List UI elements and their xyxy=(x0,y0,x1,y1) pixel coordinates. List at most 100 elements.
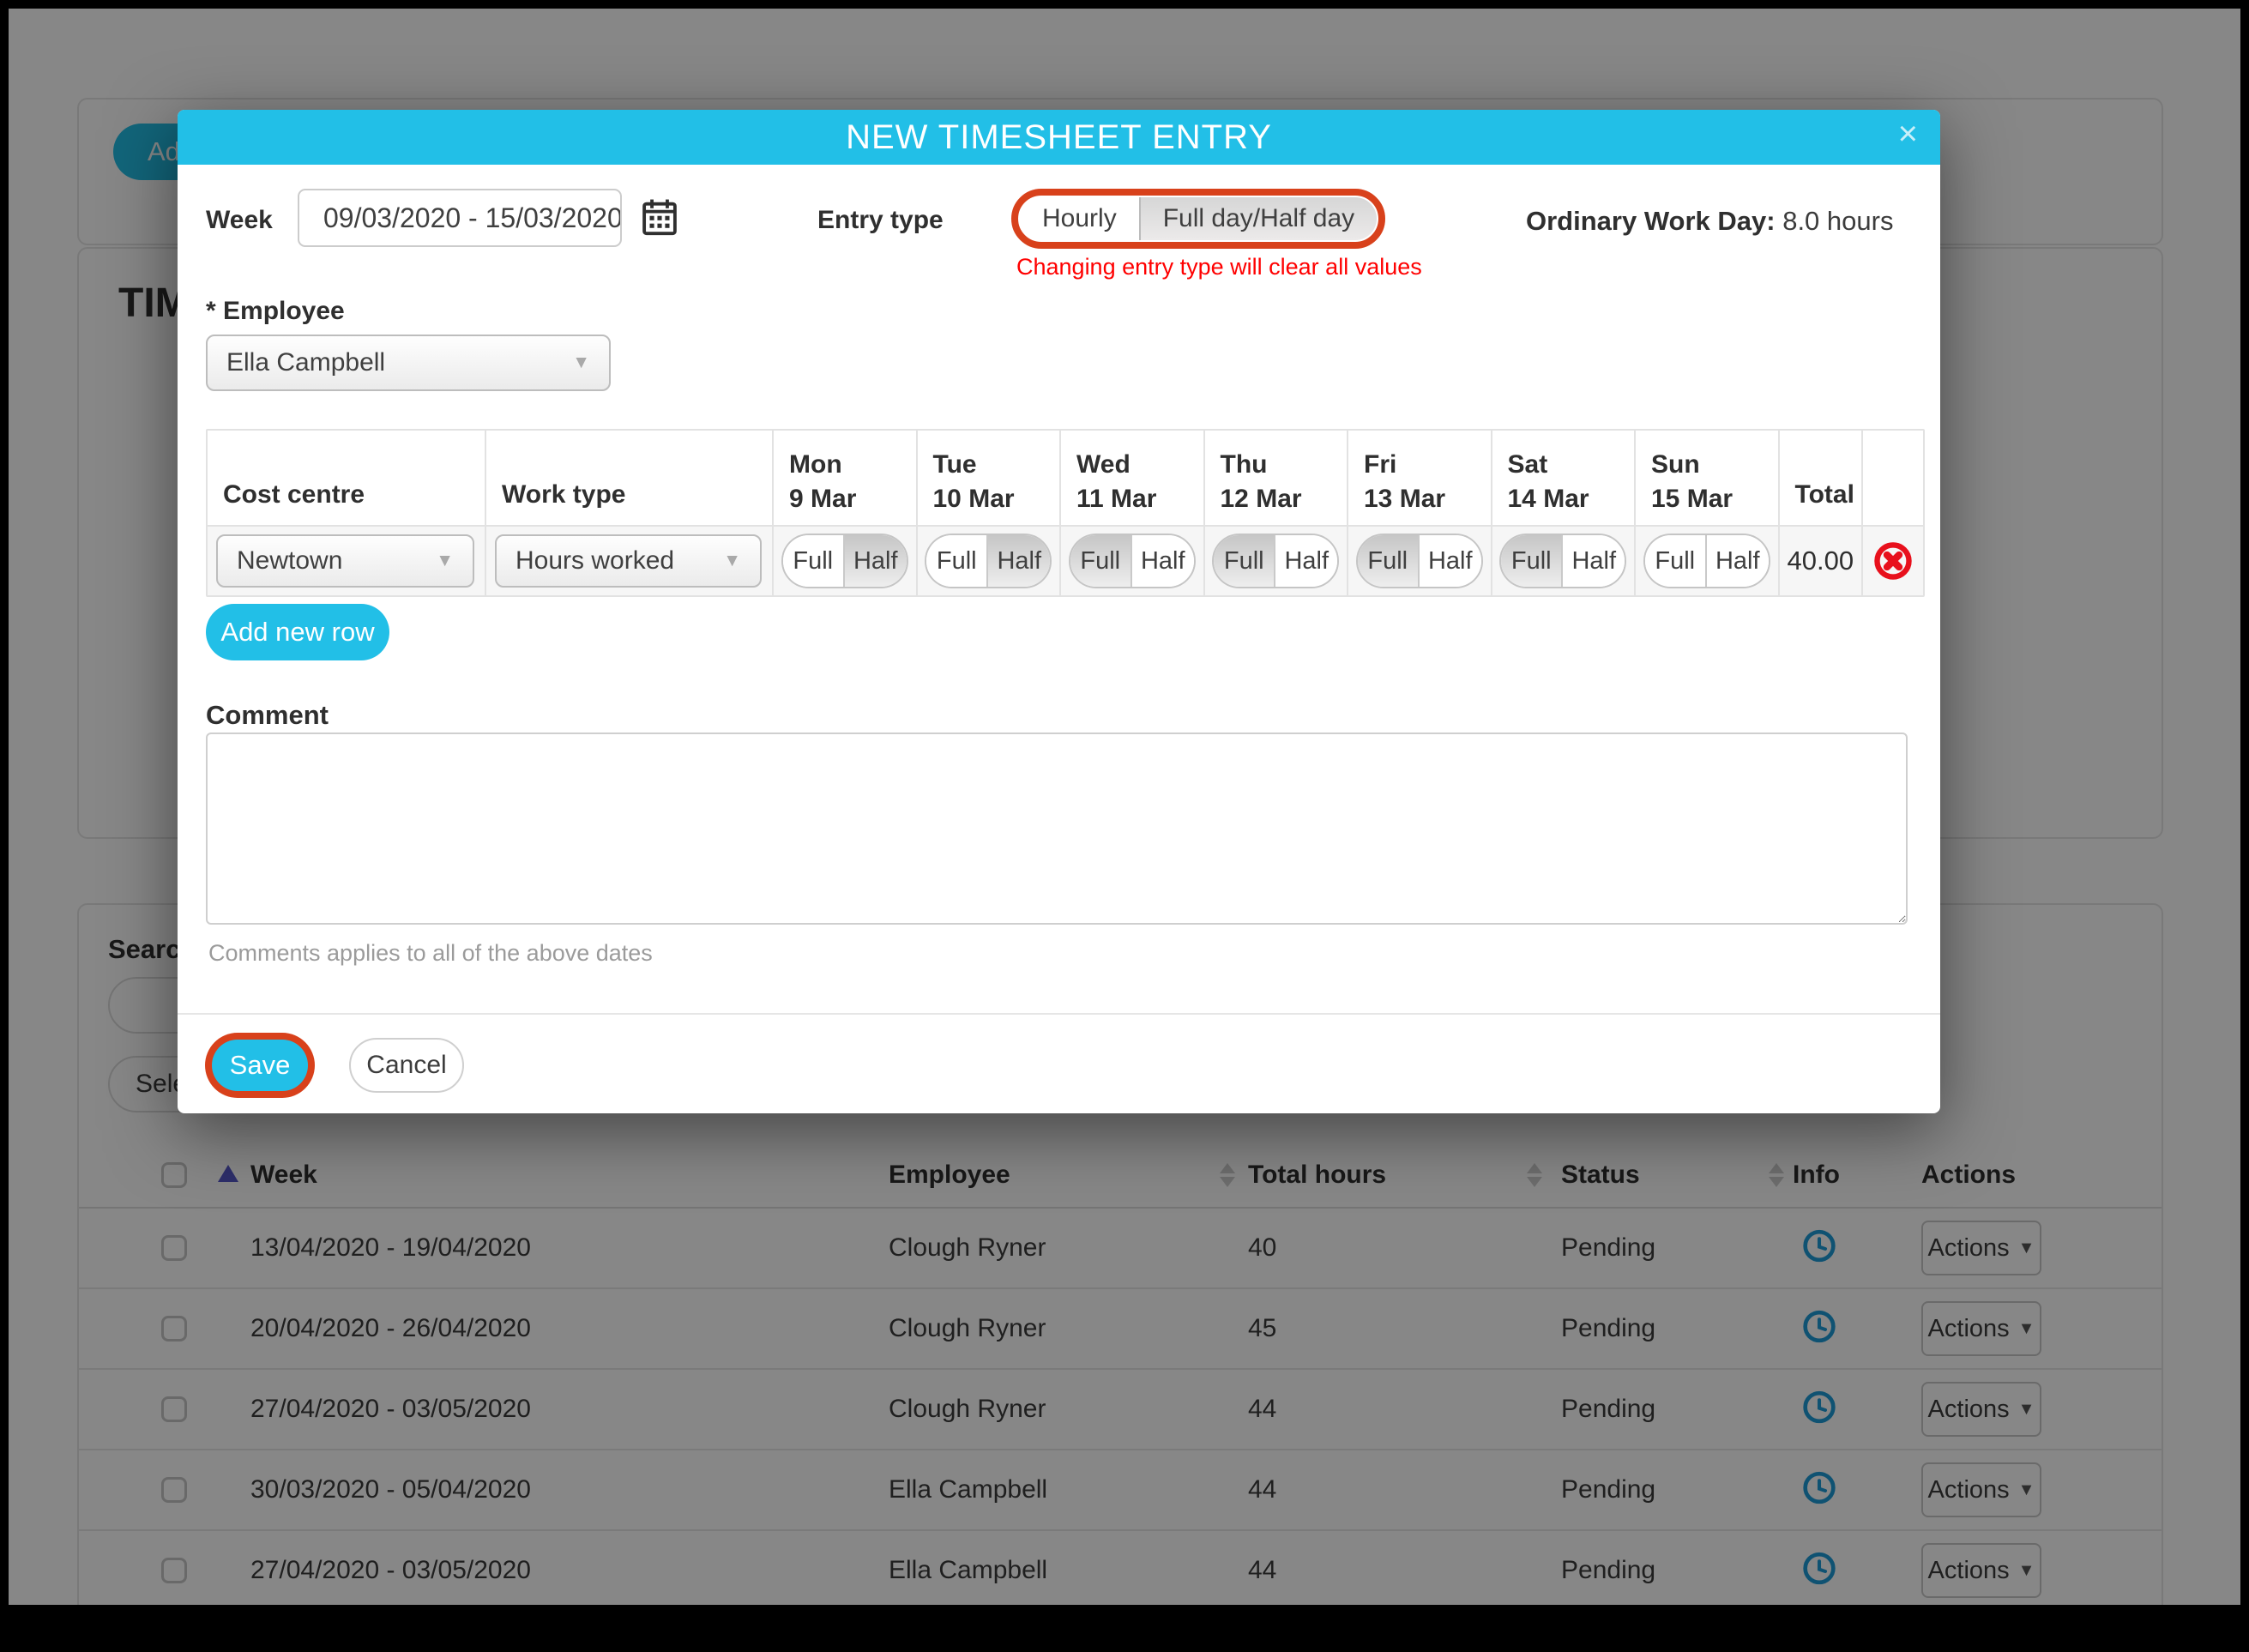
row-total-hours: 44 xyxy=(1248,1475,1277,1504)
grid-header-day: Fri 13 Mar xyxy=(1364,450,1446,513)
save-button[interactable]: Save xyxy=(212,1040,308,1091)
half-day-option[interactable]: Half xyxy=(1275,535,1338,587)
row-actions-button[interactable]: Actions ▼ xyxy=(1921,1382,2041,1437)
footer-divider xyxy=(178,1013,1940,1015)
row-actions-button[interactable]: Actions ▼ xyxy=(1921,1221,2041,1275)
full-day-option[interactable]: Full xyxy=(1070,535,1132,587)
row-week: 27/04/2020 - 03/05/2020 xyxy=(250,1556,531,1584)
row-status: Pending xyxy=(1561,1475,1656,1504)
row-checkbox[interactable] xyxy=(161,1558,187,1583)
row-status: Pending xyxy=(1561,1314,1656,1342)
grid-header-total: Total xyxy=(1794,480,1854,509)
sort-icon[interactable] xyxy=(1220,1163,1235,1187)
full-day-option[interactable]: Full xyxy=(1501,535,1564,587)
table-row: 30/03/2020 - 05/04/2020 Ella Campbell 44… xyxy=(79,1450,2162,1531)
row-checkbox[interactable] xyxy=(161,1477,187,1503)
page-title: TIM xyxy=(118,280,190,326)
column-header-total-hours[interactable]: Total hours xyxy=(1248,1161,1387,1189)
entry-type-warning-text: Changing entry type will clear all value… xyxy=(1016,254,1422,280)
row-week: 27/04/2020 - 03/05/2020 xyxy=(250,1395,531,1423)
table-row: 27/04/2020 - 03/05/2020 Clough Ryner 44 … xyxy=(79,1370,2162,1450)
day-toggle-mon: Full Half xyxy=(781,534,908,588)
pending-clock-icon[interactable] xyxy=(1801,1309,1837,1349)
chevron-down-icon: ▼ xyxy=(2017,1480,2035,1499)
row-status: Pending xyxy=(1561,1556,1656,1584)
row-actions-button[interactable]: Actions ▼ xyxy=(1921,1462,2041,1517)
row-employee: Ella Campbell xyxy=(889,1475,1048,1504)
sort-icon[interactable] xyxy=(1769,1163,1784,1187)
day-toggle-sun: Full Half xyxy=(1643,534,1770,588)
add-new-row-button[interactable]: Add new row xyxy=(206,604,389,660)
day-toggle-fri: Full Half xyxy=(1355,534,1483,588)
pending-clock-icon[interactable] xyxy=(1801,1228,1837,1269)
day-toggle-wed: Full Half xyxy=(1068,534,1196,588)
sort-icon[interactable] xyxy=(1527,1163,1542,1187)
grid-header-day: Wed 11 Mar xyxy=(1076,450,1157,513)
grid-header-work-type: Work type xyxy=(502,480,626,509)
column-header-info: Info xyxy=(1793,1161,1840,1189)
column-header-employee[interactable]: Employee xyxy=(889,1161,1010,1189)
pending-clock-icon[interactable] xyxy=(1801,1390,1837,1430)
row-total-hours: 44 xyxy=(1248,1395,1277,1423)
day-toggle-tue: Full Half xyxy=(925,534,1052,588)
full-day-option[interactable]: Full xyxy=(1644,535,1707,587)
calendar-icon[interactable] xyxy=(641,197,678,241)
full-day-option[interactable]: Full xyxy=(926,535,989,587)
table-header-row: Week Employee Total hours Status Info Ac… xyxy=(79,1143,2162,1209)
employee-select[interactable]: Ella Campbell ▼ xyxy=(206,335,611,391)
entry-type-option-fullday-halfday[interactable]: Full day/Half day xyxy=(1140,197,1378,240)
comment-textarea[interactable] xyxy=(206,733,1908,925)
grid-header-day: Sat 14 Mar xyxy=(1507,450,1589,513)
modal-title: NEW TIMESHEET ENTRY xyxy=(846,118,1272,156)
row-checkbox[interactable] xyxy=(161,1396,187,1422)
full-day-option[interactable]: Full xyxy=(782,535,845,587)
entry-type-option-hourly[interactable]: Hourly xyxy=(1020,197,1141,240)
modal-header: NEW TIMESHEET ENTRY × xyxy=(178,110,1940,165)
column-header-status[interactable]: Status xyxy=(1561,1161,1640,1189)
row-week: 20/04/2020 - 26/04/2020 xyxy=(250,1314,531,1342)
row-checkbox[interactable] xyxy=(161,1316,187,1341)
row-week: 13/04/2020 - 19/04/2020 xyxy=(250,1233,531,1262)
row-status: Pending xyxy=(1561,1233,1656,1262)
chevron-down-icon: ▼ xyxy=(572,353,590,372)
pending-clock-icon[interactable] xyxy=(1801,1551,1837,1591)
table-row: 13/04/2020 - 19/04/2020 Clough Ryner 40 … xyxy=(79,1209,2162,1289)
row-actions-button[interactable]: Actions ▼ xyxy=(1921,1301,2041,1356)
half-day-option[interactable]: Half xyxy=(1706,535,1769,587)
half-day-option[interactable]: Half xyxy=(1131,535,1194,587)
select-all-checkbox[interactable] xyxy=(161,1162,187,1188)
grid-header-day: Mon 9 Mar xyxy=(789,450,857,513)
half-day-option[interactable]: Half xyxy=(988,535,1051,587)
sort-ascending-icon[interactable] xyxy=(218,1165,238,1182)
day-toggle-thu: Full Half xyxy=(1212,534,1340,588)
half-day-option[interactable]: Half xyxy=(1563,535,1625,587)
row-actions-button[interactable]: Actions ▼ xyxy=(1921,1543,2041,1598)
row-total-hours: 40 xyxy=(1248,1233,1277,1262)
full-day-option[interactable]: Full xyxy=(1214,535,1276,587)
chevron-down-icon: ▼ xyxy=(2017,1560,2035,1580)
half-day-option[interactable]: Half xyxy=(1419,535,1481,587)
cancel-button[interactable]: Cancel xyxy=(349,1038,464,1093)
close-icon[interactable]: × xyxy=(1897,115,1918,153)
column-header-week[interactable]: Week xyxy=(250,1161,317,1189)
grid-header-cost-centre: Cost centre xyxy=(223,480,365,509)
grid-entry-row: Newtown ▼ Hours worked ▼ Full Half Full Ha… xyxy=(208,527,1923,595)
table-row: 20/04/2020 - 26/04/2020 Clough Ryner 45 … xyxy=(79,1289,2162,1370)
pending-clock-icon[interactable] xyxy=(1801,1470,1837,1510)
half-day-option[interactable]: Half xyxy=(844,535,907,587)
timesheet-entry-grid: Cost centre Work type Mon 9 Mar Tue 10 Mar… xyxy=(206,429,1925,597)
row-employee: Ella Campbell xyxy=(889,1556,1048,1584)
entry-type-label: Entry type xyxy=(817,206,944,234)
entry-type-toggle-highlight: Hourly Full day/Half day xyxy=(1011,189,1386,249)
work-type-select[interactable]: Hours worked ▼ xyxy=(495,534,762,588)
grid-header-day: Tue 10 Mar xyxy=(932,450,1015,513)
full-day-option[interactable]: Full xyxy=(1357,535,1420,587)
grid-header-day: Thu 12 Mar xyxy=(1220,450,1302,513)
column-header-actions: Actions xyxy=(1921,1161,2017,1189)
week-input[interactable] xyxy=(298,189,622,247)
row-checkbox[interactable] xyxy=(161,1235,187,1261)
delete-row-icon[interactable] xyxy=(1873,541,1913,581)
chevron-down-icon: ▼ xyxy=(436,551,455,570)
cost-centre-select[interactable]: Newtown ▼ xyxy=(216,534,475,588)
